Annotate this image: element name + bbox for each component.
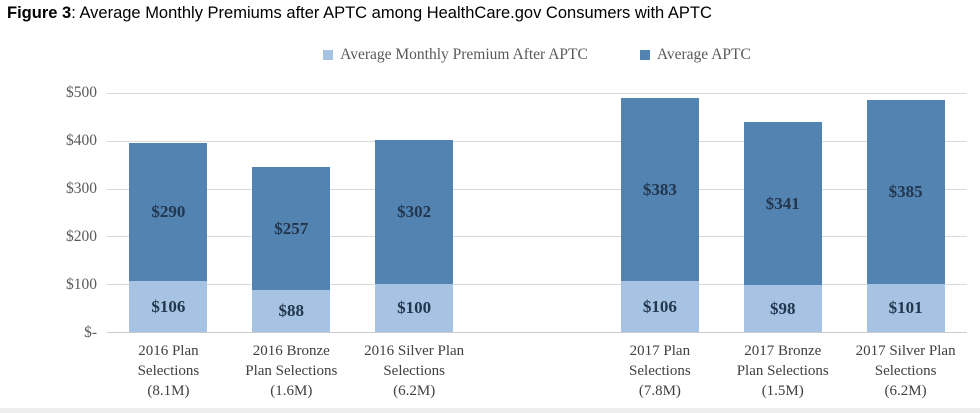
x-axis-labels: 2016 Plan Selections (8.1M) 2016 Bronze Plan… xyxy=(107,341,967,401)
x-category-label-line: 2017 Bronze xyxy=(744,343,822,359)
group-spacer xyxy=(476,341,599,401)
bar-value-label: $383 xyxy=(642,179,677,199)
bar-segment-average-aptc: $341 xyxy=(743,122,822,286)
figure-caption-text: : Average Monthly Premiums after APTC am… xyxy=(71,4,712,22)
x-category-label-2017-bronze-plan-selections-1-5m: 2017 Bronze Plan Selections (1.5M) xyxy=(721,341,844,401)
x-category-label-line: (1.5M) xyxy=(761,383,804,399)
x-category-label-line: Selections xyxy=(874,363,937,379)
x-category-label-2017-plan-selections-7-8m: 2017 Plan Selections (7.8M) xyxy=(598,341,721,401)
figure-caption: Figure 3: Average Monthly Premiums after… xyxy=(7,4,712,23)
legend-swatch-icon xyxy=(639,50,650,60)
x-category-label-line: 2017 Plan xyxy=(629,343,691,359)
x-category-label-line: Plan Selections xyxy=(245,363,338,379)
bar-segment-average-monthly-premium-after-aptc: $101 xyxy=(866,283,945,332)
x-category-label-line: (8.1M) xyxy=(147,383,190,399)
figure-bottom-edge xyxy=(0,408,980,413)
y-tick-label: $- xyxy=(84,324,97,341)
x-category-label-line: 2016 Silver Plan xyxy=(364,343,465,359)
bar-segment-average-aptc: $302 xyxy=(375,139,454,285)
bar-segment-average-monthly-premium-after-aptc: $88 xyxy=(252,289,331,332)
bar-segment-average-aptc: $257 xyxy=(252,167,331,290)
bar-value-label: $88 xyxy=(278,300,305,320)
x-category-label-line: (1.6M) xyxy=(270,383,313,399)
stacked-bar: $385 $101 xyxy=(866,93,945,332)
bar-slots: $290 $106 $257 $88 $302 $100 $383 $106 $341 $98 $3… xyxy=(107,93,967,332)
gridline xyxy=(107,93,967,94)
gridline xyxy=(107,236,967,238)
figure-number-label: Figure 3 xyxy=(7,4,72,22)
x-category-label-line: 2016 Bronze xyxy=(252,343,330,359)
bar-group-2017-silver-plan-selections-6-2m: $385 $101 xyxy=(844,93,967,332)
bar-group-2016-plan-selections-8-1m: $290 $106 xyxy=(107,93,230,332)
bar-value-label: $106 xyxy=(151,296,186,316)
bar-segment-average-monthly-premium-after-aptc: $100 xyxy=(375,284,454,332)
bar-value-label: $106 xyxy=(642,296,677,316)
x-category-label-line: (6.2M) xyxy=(393,383,436,399)
stacked-bar: $383 $106 xyxy=(620,93,699,332)
bar-group-2016-bronze-plan-selections-1-6m: $257 $88 xyxy=(230,93,353,332)
bar-group-2017-bronze-plan-selections-1-5m: $341 $98 xyxy=(721,93,844,332)
x-category-label-line: Selections xyxy=(383,363,445,379)
x-category-label-2016-silver-plan-selections-6-2m: 2016 Silver Plan Selections (6.2M) xyxy=(353,341,476,401)
x-category-label-2016-bronze-plan-selections-1-6m: 2016 Bronze Plan Selections (1.6M) xyxy=(230,341,353,401)
bar-segment-average-monthly-premium-after-aptc: $106 xyxy=(620,281,699,332)
bar-segment-average-aptc: $385 xyxy=(866,99,945,284)
bar-value-label: $101 xyxy=(888,297,923,317)
y-tick-label: $400 xyxy=(66,132,97,149)
bar-segment-average-monthly-premium-after-aptc: $106 xyxy=(129,281,208,332)
y-tick-label: $200 xyxy=(66,228,97,245)
bar-value-label: $290 xyxy=(151,202,186,222)
gridline xyxy=(107,140,967,142)
x-category-label-2017-silver-plan-selections-6-2m: 2017 Silver Plan Selections (6.2M) xyxy=(844,341,967,401)
legend-swatch-icon xyxy=(323,50,334,60)
chart-legend: Average Monthly Premium After APTC Averag… xyxy=(107,46,967,64)
group-spacer xyxy=(476,93,599,332)
bar-value-label: $98 xyxy=(769,298,796,318)
bar-value-label: $302 xyxy=(397,202,432,222)
stacked-bar: $341 $98 xyxy=(743,93,822,332)
x-category-label-line: (7.8M) xyxy=(638,383,681,399)
bar-segment-average-aptc: $290 xyxy=(129,142,208,282)
bar-value-label: $385 xyxy=(888,181,923,201)
x-category-label-line: Selections xyxy=(629,363,691,379)
legend-label: Average Monthly Premium After APTC xyxy=(340,46,588,63)
stacked-bar: $302 $100 xyxy=(375,93,454,332)
bar-value-label: $341 xyxy=(765,193,800,213)
legend-label: Average APTC xyxy=(656,46,751,63)
bar-value-label: $100 xyxy=(397,298,432,318)
bar-group-2017-plan-selections-7-8m: $383 $106 xyxy=(598,93,721,332)
y-tick-label: $300 xyxy=(66,180,97,197)
x-category-label-line: (6.2M) xyxy=(884,383,927,399)
gridline xyxy=(107,284,967,286)
x-category-label-line: Plan Selections xyxy=(736,363,829,379)
y-axis: $500 $400 $300 $200 $100 $- xyxy=(0,84,97,341)
legend-item-average-aptc: Average APTC xyxy=(639,46,751,64)
x-category-label-line: 2016 Plan xyxy=(138,343,199,359)
y-tick-label: $500 xyxy=(66,84,97,101)
bar-group-2016-silver-plan-selections-6-2m: $302 $100 xyxy=(353,93,476,332)
bar-value-label: $257 xyxy=(274,218,309,238)
stacked-bar: $290 $106 xyxy=(129,93,208,332)
stacked-bar: $257 $88 xyxy=(252,93,331,332)
gridline xyxy=(107,188,967,190)
bar-segment-average-aptc: $383 xyxy=(620,98,699,282)
x-category-label-2016-plan-selections-8-1m: 2016 Plan Selections (8.1M) xyxy=(107,341,230,401)
x-category-label-line: Selections xyxy=(137,363,200,379)
legend-item-average-monthly-premium-after-aptc: Average Monthly Premium After APTC xyxy=(323,46,588,64)
bar-segment-average-monthly-premium-after-aptc: $98 xyxy=(743,285,822,332)
plot-area: $290 $106 $257 $88 $302 $100 $383 $106 $341 $98 $3… xyxy=(107,93,967,333)
x-category-label-line: 2017 Silver Plan xyxy=(855,343,956,359)
y-tick-label: $100 xyxy=(66,276,97,293)
